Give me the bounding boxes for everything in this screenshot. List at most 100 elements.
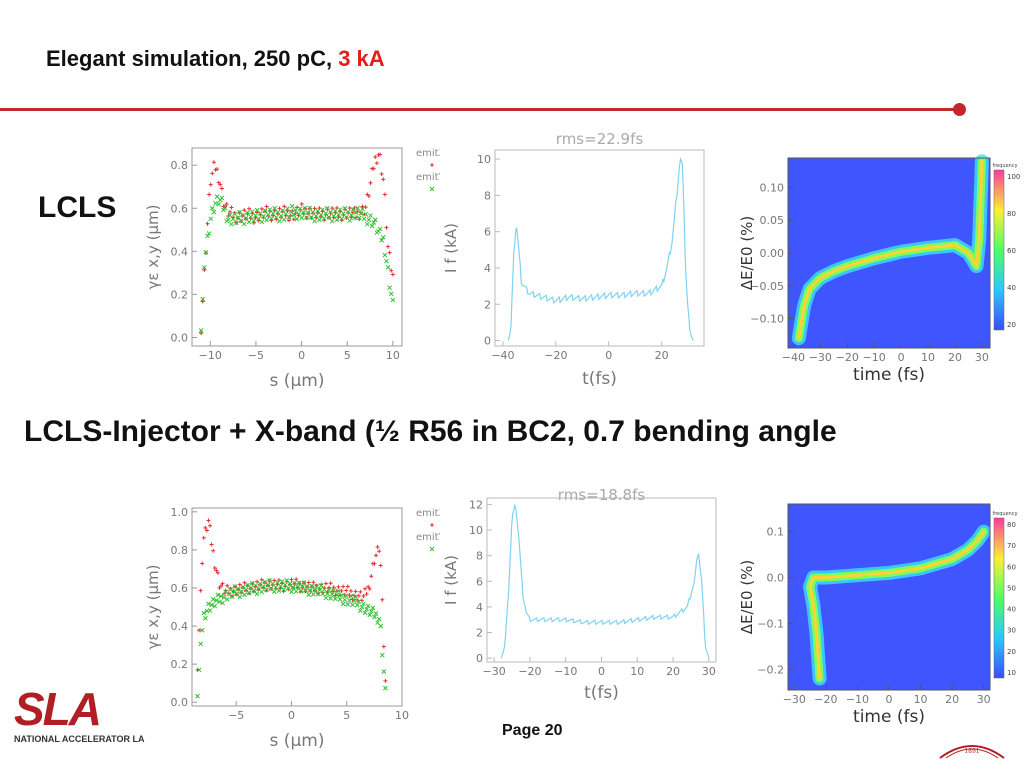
emity-point <box>348 593 354 599</box>
emity-point <box>216 201 222 207</box>
emity-point <box>213 200 218 206</box>
emitx-point <box>367 586 372 591</box>
emity-point <box>195 693 200 699</box>
title-divider <box>0 108 958 111</box>
beam-peak <box>797 159 984 340</box>
emity-point <box>328 209 333 215</box>
chart-svg: −40 −30 −20 −10 0 10 20 30 0.10 0.05 0.00 −0.05 −0.1… <box>738 154 1020 385</box>
legend-emitx: emitX <box>416 508 446 519</box>
emity-point <box>249 209 255 215</box>
emity-point <box>292 580 297 586</box>
emity-point <box>331 587 337 593</box>
y-tick-label: 2 <box>476 627 483 640</box>
emity-point <box>368 609 374 614</box>
emity-point <box>342 205 348 211</box>
emity-point <box>213 598 219 603</box>
emitx-point <box>372 561 377 566</box>
emitx-point <box>224 201 229 206</box>
emity-point <box>278 213 284 219</box>
emitx-point <box>364 592 369 597</box>
emity-point <box>208 216 214 222</box>
y-tick-label: 0.2 <box>171 288 189 301</box>
emity-point <box>360 206 365 212</box>
colorbar-tick-label: 30 <box>1007 627 1016 635</box>
emitx-point <box>345 584 350 589</box>
emity-point <box>212 603 218 609</box>
emity-point <box>296 211 301 217</box>
emity-point <box>342 597 348 603</box>
emity-point <box>198 328 204 333</box>
y-tick-label: 0.0 <box>171 696 189 709</box>
y-tick-label: 0.6 <box>171 582 189 595</box>
emitx-point <box>277 206 282 211</box>
x-tick-label: −20 <box>518 665 541 678</box>
emitx-point <box>282 204 287 209</box>
emity-point <box>323 211 329 216</box>
emity-point <box>326 214 332 220</box>
x-tick-label: 0 <box>288 709 295 722</box>
emity-point <box>353 594 359 600</box>
y-tick-label: 2 <box>484 298 491 311</box>
x-tick-label: 10 <box>386 349 400 362</box>
logo-text: SLA <box>14 683 102 735</box>
x-tick-label: 5 <box>344 349 351 362</box>
emity-point <box>315 591 321 597</box>
emity-point <box>198 641 204 647</box>
y-tick-label: 0.4 <box>171 620 189 633</box>
emitx-point <box>373 155 378 160</box>
lcls-longphase-plot: −40 −30 −20 −10 0 10 20 30 0.10 0.05 0.00 −0.05 −0.1… <box>738 150 1024 386</box>
emitx-point <box>363 586 368 591</box>
emity-point <box>363 212 369 217</box>
section-label-xband: LCLS-Injector + X-band (½ R56 in BC2, 0.… <box>24 415 837 448</box>
emitx-point <box>378 563 383 568</box>
colorbar <box>993 169 1005 331</box>
seal-year: 1891 <box>964 748 979 755</box>
emity-point <box>370 605 376 611</box>
emitx-point <box>209 542 214 547</box>
emitx-point <box>387 250 392 255</box>
emitx-point <box>200 561 205 566</box>
emitx-point <box>291 217 296 222</box>
emitx-point <box>202 268 207 273</box>
emity-point <box>356 599 362 604</box>
emity-point <box>306 592 312 598</box>
emitx-point <box>384 225 389 230</box>
emitx-point <box>311 580 316 585</box>
emitx-point <box>299 202 304 207</box>
emitx-point <box>207 192 212 197</box>
x-tick-label: −10 <box>846 693 869 706</box>
title-divider-dot <box>953 103 966 116</box>
emity-point <box>310 209 316 215</box>
y-tick-label: 10 <box>469 524 483 537</box>
emitx-point <box>344 588 349 593</box>
x-axis-label: s (μm) <box>270 371 325 390</box>
emity-point <box>307 205 313 211</box>
y-tick-label: 0.05 <box>760 214 785 227</box>
emity-point <box>382 252 388 258</box>
emity-point <box>381 669 387 674</box>
emity-point <box>305 210 311 216</box>
emity-point <box>297 206 303 212</box>
emity-point <box>298 588 304 594</box>
colorbar-tick-label: 80 <box>1007 210 1016 218</box>
emitx-point <box>331 585 336 590</box>
emity-point <box>322 587 327 592</box>
emity-point <box>271 589 277 595</box>
current-profile-line <box>507 156 694 341</box>
emity-point <box>215 592 221 598</box>
emity-point <box>378 623 384 629</box>
emity-point <box>300 584 305 590</box>
emitx-point <box>374 161 379 166</box>
emity-point <box>207 608 213 613</box>
emity-point <box>340 211 346 216</box>
chart-svg: −30 −20 −10 0 10 20 30 0 2 4 6 8 10 12 rms=18.8fs t(fs)… <box>442 486 717 703</box>
legend-emitx-marker <box>430 523 434 527</box>
emity-point <box>241 221 247 227</box>
emity-point <box>309 583 315 589</box>
emity-point <box>293 589 299 594</box>
x-tick-label: −30 <box>783 693 806 706</box>
emity-point <box>246 219 252 225</box>
emity-point <box>291 212 297 218</box>
emity-point <box>224 597 230 602</box>
x-tick-label: 5 <box>343 709 350 722</box>
